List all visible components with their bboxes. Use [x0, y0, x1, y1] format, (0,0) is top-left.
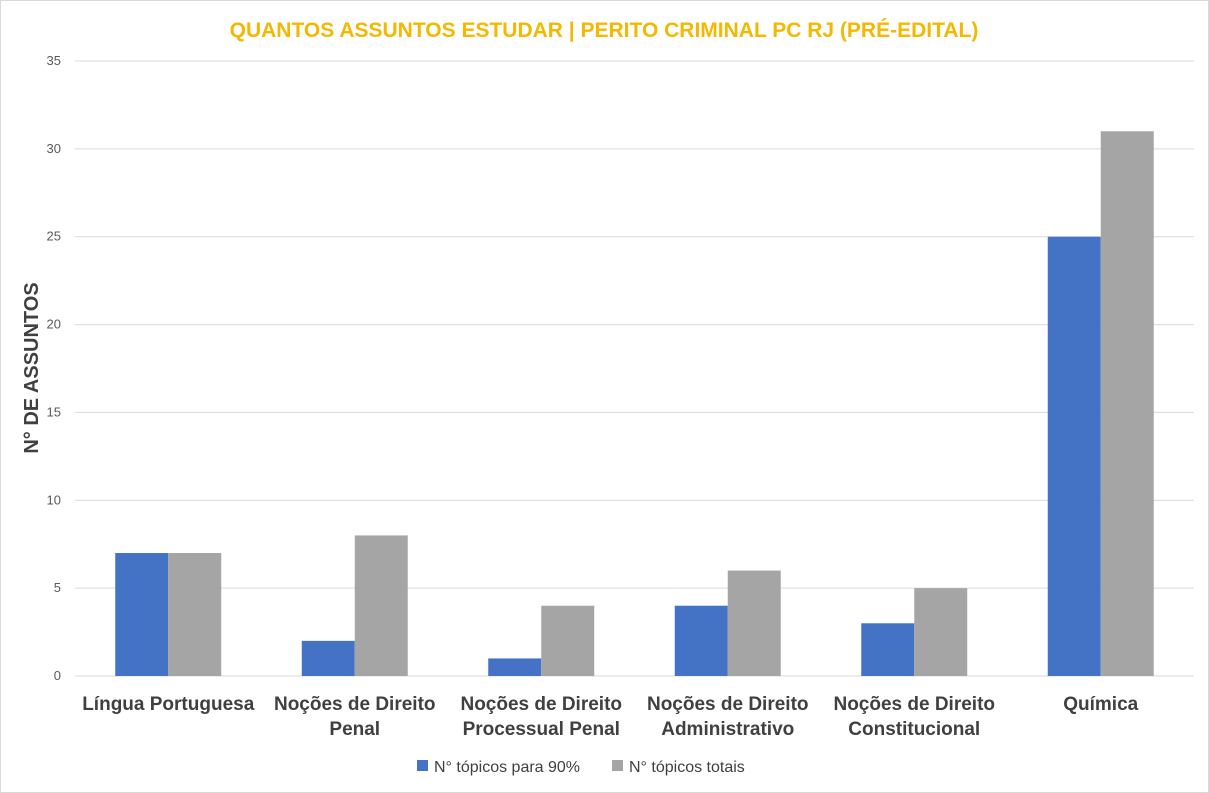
- chart-title: QUANTOS ASSUNTOS ESTUDAR | PERITO CRIMIN…: [230, 19, 979, 42]
- y-tick-label: 35: [47, 53, 61, 68]
- bar: [1100, 131, 1154, 677]
- bar: [168, 553, 222, 676]
- bar: [488, 658, 542, 676]
- legend-label: N° tópicos para 90%: [434, 759, 580, 776]
- x-tick-label: Processual Penal: [463, 719, 620, 740]
- x-tick-label: Língua Portuguesa: [82, 694, 255, 715]
- x-axis-ticks: Língua Portuguesa Noções de Direito Penal N…: [82, 694, 1138, 740]
- bar: [541, 605, 595, 676]
- x-tick-label: Noções de Direito: [460, 694, 622, 715]
- bar: [727, 570, 781, 676]
- bar: [1047, 236, 1101, 676]
- legend-swatch: [612, 760, 623, 771]
- x-tick-label: Noções de Direito: [274, 694, 436, 715]
- x-tick-label: Noções de Direito: [647, 694, 809, 715]
- y-axis-label: N° DE ASSUNTOS: [21, 282, 43, 453]
- y-tick-label: 10: [47, 492, 61, 507]
- y-tick-label: 5: [54, 580, 61, 595]
- legend-swatch: [417, 760, 428, 771]
- bar: [354, 535, 408, 676]
- bar: [674, 605, 728, 676]
- y-tick-label: 25: [47, 229, 61, 244]
- bar: [301, 640, 355, 676]
- bars: [115, 131, 1154, 677]
- x-tick-label: Noções de Direito: [833, 694, 995, 715]
- x-tick-label: Penal: [329, 719, 380, 740]
- bar: [115, 553, 169, 676]
- x-tick-label: Constitucional: [848, 719, 980, 740]
- y-tick-label: 0: [54, 668, 61, 683]
- y-tick-label: 20: [47, 317, 61, 332]
- y-axis-ticks: 0 5 10 15 20 25 30 35: [47, 53, 61, 683]
- y-tick-label: 15: [47, 404, 61, 419]
- y-tick-label: 30: [47, 141, 61, 156]
- x-tick-label: Química: [1063, 694, 1138, 715]
- x-tick-label: Administrativo: [661, 719, 794, 740]
- bar: [861, 623, 915, 676]
- gridlines: [75, 60, 1194, 677]
- legend: N° tópicos para 90% N° tópicos totais: [417, 759, 745, 776]
- bar: [914, 588, 968, 676]
- legend-label: N° tópicos totais: [629, 759, 745, 776]
